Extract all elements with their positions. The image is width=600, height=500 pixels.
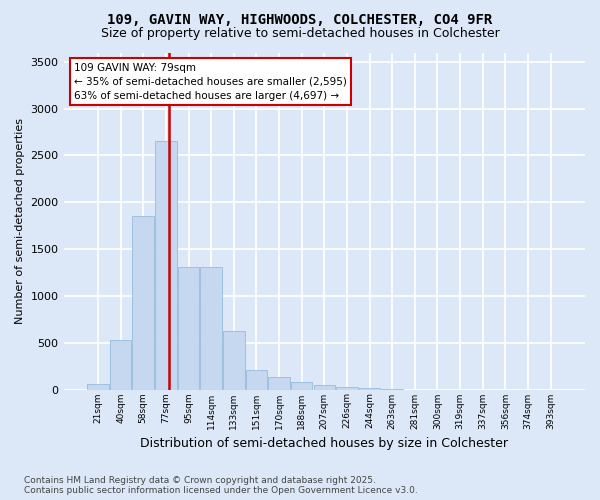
Text: Contains HM Land Registry data © Crown copyright and database right 2025.
Contai: Contains HM Land Registry data © Crown c… (24, 476, 418, 495)
Bar (291, 382, 313, 390)
Bar (223, 332, 245, 390)
Bar (336, 387, 358, 390)
Y-axis label: Number of semi-detached properties: Number of semi-detached properties (15, 118, 25, 324)
Bar (268, 378, 290, 390)
Text: 109, GAVIN WAY, HIGHWOODS, COLCHESTER, CO4 9FR: 109, GAVIN WAY, HIGHWOODS, COLCHESTER, C… (107, 12, 493, 26)
X-axis label: Distribution of semi-detached houses by size in Colchester: Distribution of semi-detached houses by … (140, 437, 508, 450)
Bar (178, 267, 199, 390)
Bar (314, 385, 335, 390)
Bar (87, 384, 109, 390)
Bar (155, 142, 176, 390)
Bar (245, 370, 267, 390)
Bar (359, 388, 380, 390)
Bar (110, 340, 131, 390)
Bar (133, 216, 154, 390)
Text: Size of property relative to semi-detached houses in Colchester: Size of property relative to semi-detach… (101, 28, 499, 40)
Bar (200, 267, 222, 390)
Text: 109 GAVIN WAY: 79sqm
← 35% of semi-detached houses are smaller (2,595)
63% of se: 109 GAVIN WAY: 79sqm ← 35% of semi-detac… (74, 62, 347, 100)
